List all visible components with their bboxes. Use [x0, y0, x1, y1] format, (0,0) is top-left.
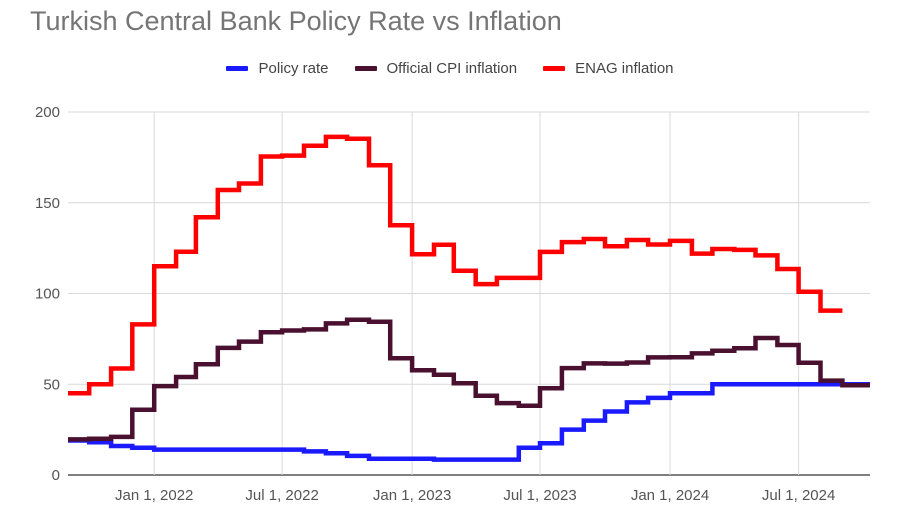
x-tick-label-4: Jan 1, 2024 [631, 487, 709, 504]
legend-item-policy-rate[interactable]: Policy rate [226, 60, 329, 77]
x-tick-label-3: Jul 1, 2023 [503, 487, 576, 504]
legend-swatch-enag [543, 66, 566, 71]
legend-item-official-cpi[interactable]: Official CPI inflation [354, 60, 518, 77]
series-line-enag-inflation [68, 134, 843, 396]
legend: Policy rate Official CPI inflation ENAG … [0, 60, 900, 77]
legend-swatch-policy-rate [226, 66, 249, 71]
series-line-policy-rate [68, 382, 870, 462]
y-tick-label-50: 50 [43, 376, 60, 393]
y-tick-label-200: 200 [35, 104, 60, 121]
legend-label-policy-rate: Policy rate [258, 60, 329, 77]
x-tick-label-5: Jul 1, 2024 [762, 487, 835, 504]
legend-swatch-official-cpi [354, 66, 377, 71]
tick-layer: 0 50 100 150 200 Jan 1, 2022 Jul 1, 2022 Jan 1,… [35, 104, 835, 504]
series-line-official-cpi-inflation [68, 317, 870, 442]
x-tick-label-2: Jan 1, 2023 [373, 487, 451, 504]
legend-item-enag[interactable]: ENAG inflation [543, 60, 674, 77]
grid-layer [68, 111, 870, 476]
chart-title: Turkish Central Bank Policy Rate vs Infl… [30, 6, 562, 36]
y-tick-label-0: 0 [52, 467, 60, 484]
y-tick-label-100: 100 [35, 286, 60, 303]
legend-label-official-cpi: Official CPI inflation [386, 60, 518, 77]
y-tick-label-150: 150 [35, 195, 60, 212]
x-tick-label-0: Jan 1, 2022 [115, 487, 193, 504]
x-tick-label-1: Jul 1, 2022 [245, 487, 318, 504]
legend-label-enag: ENAG inflation [575, 60, 674, 77]
series-layer [68, 134, 870, 462]
